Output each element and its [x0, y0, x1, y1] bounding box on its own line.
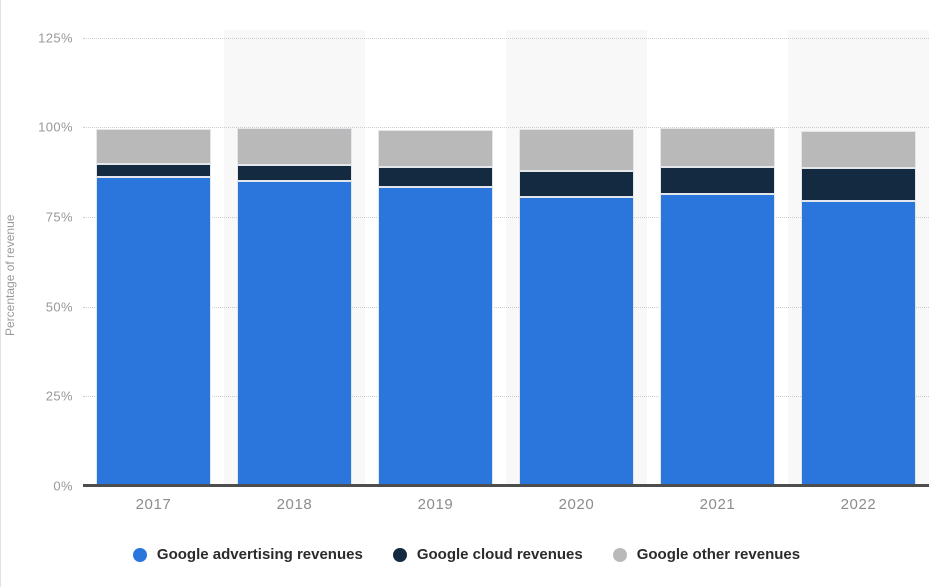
- bar-2020: [519, 128, 634, 486]
- y-axis-label-125: 125%: [38, 30, 73, 46]
- x-axis-label-2019: 2019: [417, 496, 454, 513]
- bar-segment-google-other-revenues-2021[interactable]: [660, 128, 775, 168]
- bar-segment-google-cloud-revenues-2021[interactable]: [660, 167, 775, 195]
- x-axis-label-2022: 2022: [840, 496, 877, 513]
- bar-segment-google-cloud-revenues-2017[interactable]: [96, 164, 211, 178]
- google-other-revenues-marker-icon: [612, 547, 627, 562]
- bar-segment-google-cloud-revenues-2020[interactable]: [519, 171, 634, 198]
- google-cloud-revenues-marker-icon: [392, 547, 407, 562]
- bar-segment-google-cloud-revenues-2022[interactable]: [801, 167, 916, 202]
- y-axis-label-50: 50%: [45, 299, 73, 315]
- gridline-75: [83, 216, 929, 218]
- y-axis-label-25: 25%: [45, 388, 73, 404]
- x-axis-label-2018: 2018: [276, 496, 313, 513]
- x-axis-line: [83, 484, 929, 487]
- bar-2017: [96, 129, 211, 486]
- bar-segment-google-advertising-revenues-2021[interactable]: [660, 194, 775, 486]
- bar-2022: [801, 130, 916, 486]
- bar-segment-google-other-revenues-2018[interactable]: [237, 128, 352, 166]
- gridline-50: [83, 306, 929, 308]
- bar-segment-google-other-revenues-2022[interactable]: [801, 130, 916, 168]
- y-axis-label-100: 100%: [38, 119, 73, 135]
- bar-2021: [660, 128, 775, 486]
- y-axis-label-0: 0%: [53, 478, 73, 494]
- bar-segment-google-other-revenues-2017[interactable]: [96, 129, 211, 165]
- legend: Google advertising revenues Google cloud …: [1, 546, 931, 563]
- y-axis-label-75: 75%: [45, 209, 73, 225]
- bar-segment-google-other-revenues-2020[interactable]: [519, 128, 634, 172]
- x-axis-label-2021: 2021: [699, 496, 736, 513]
- bar-segment-google-cloud-revenues-2019[interactable]: [378, 167, 493, 188]
- bar-segment-google-other-revenues-2019[interactable]: [378, 129, 493, 168]
- bar-segment-google-advertising-revenues-2020[interactable]: [519, 197, 634, 486]
- bar-segment-google-cloud-revenues-2018[interactable]: [237, 165, 352, 181]
- x-axis-label-2020: 2020: [558, 496, 595, 513]
- bar-2018: [237, 128, 352, 486]
- google-advertising-revenues-marker-icon: [132, 547, 147, 562]
- x-axis-label-2017: 2017: [135, 496, 172, 513]
- legend-label-google-other-revenues: Google other revenues: [636, 546, 801, 563]
- legend-label-google-advertising-revenues: Google advertising revenues: [156, 546, 363, 563]
- legend-item-google-advertising-revenues[interactable]: Google advertising revenues: [132, 546, 363, 563]
- bar-segment-google-advertising-revenues-2017[interactable]: [96, 177, 211, 486]
- legend-label-google-cloud-revenues: Google cloud revenues: [416, 546, 583, 563]
- bar-segment-google-advertising-revenues-2018[interactable]: [237, 180, 352, 486]
- bar-segment-google-advertising-revenues-2019[interactable]: [378, 187, 493, 486]
- gridline-25: [83, 396, 929, 398]
- legend-item-google-cloud-revenues[interactable]: Google cloud revenues: [392, 546, 583, 563]
- gridline-100: [83, 127, 929, 129]
- legend-item-google-other-revenues[interactable]: Google other revenues: [612, 546, 801, 563]
- bar-segment-google-advertising-revenues-2022[interactable]: [801, 201, 916, 486]
- gridline-125: [83, 37, 929, 39]
- bar-2019: [378, 129, 493, 486]
